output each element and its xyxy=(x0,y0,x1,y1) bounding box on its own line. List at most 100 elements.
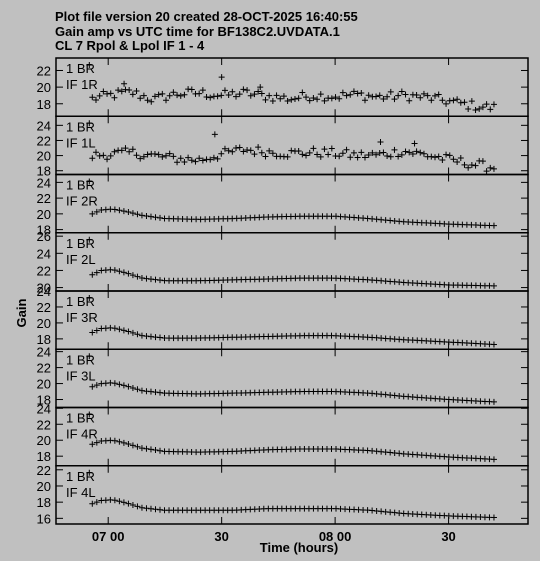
data-point xyxy=(111,94,118,101)
data-point xyxy=(310,145,317,152)
data-point xyxy=(133,88,140,95)
data-point xyxy=(118,88,125,95)
data-point xyxy=(328,95,335,102)
data-point xyxy=(137,95,144,102)
data-point xyxy=(86,120,93,127)
data-point xyxy=(151,93,158,100)
panel-if-label: IF 4R xyxy=(66,427,98,442)
panel-if-label: IF 1L xyxy=(66,135,96,150)
data-point xyxy=(125,209,132,216)
data-point xyxy=(343,92,350,99)
data-point xyxy=(134,443,141,450)
data-point xyxy=(181,158,188,165)
data-point xyxy=(163,152,170,159)
data-point xyxy=(129,384,136,391)
data-point xyxy=(314,151,321,158)
data-point xyxy=(107,90,114,97)
data-point xyxy=(446,152,453,159)
data-point xyxy=(413,148,420,155)
y-tick-label: 20 xyxy=(37,377,51,392)
y-tick-label: 24 xyxy=(37,345,51,360)
data-point xyxy=(89,441,96,448)
data-point xyxy=(339,150,346,157)
data-point xyxy=(211,131,218,138)
panel-if-label: IF 1R xyxy=(66,77,98,92)
data-point xyxy=(89,155,96,162)
data-point xyxy=(143,445,150,452)
data-point xyxy=(428,153,435,160)
data-point xyxy=(350,149,357,156)
data-point xyxy=(432,154,439,161)
panel-baseline-label: 1 BR xyxy=(66,236,95,251)
data-point xyxy=(361,97,368,104)
y-tick-label: 22 xyxy=(37,463,51,478)
data-point xyxy=(129,501,136,508)
data-point xyxy=(111,148,118,155)
x-tick-label: 08 00 xyxy=(319,529,352,544)
data-point xyxy=(339,89,346,96)
data-point xyxy=(350,88,357,95)
y-tick-label: 24 xyxy=(37,175,51,190)
data-point xyxy=(247,147,254,154)
data-point xyxy=(321,146,328,153)
data-point xyxy=(317,153,324,160)
data-point xyxy=(188,86,195,93)
data-point xyxy=(218,74,225,81)
data-point xyxy=(420,150,427,157)
data-point xyxy=(413,91,420,98)
data-point xyxy=(159,90,166,97)
data-point xyxy=(361,154,368,161)
panel-frame xyxy=(55,465,529,525)
y-tick-label: 22 xyxy=(37,300,51,315)
data-point xyxy=(347,91,354,98)
data-point xyxy=(229,88,236,95)
panel-if-label: IF 3L xyxy=(66,368,96,383)
data-point xyxy=(490,165,497,172)
data-point xyxy=(147,446,154,453)
data-point xyxy=(450,156,457,163)
data-point xyxy=(291,96,298,102)
data-point xyxy=(468,161,475,168)
data-point xyxy=(387,153,394,160)
data-point xyxy=(196,155,203,162)
y-tick-label: 18 xyxy=(37,495,51,510)
x-tick-label: 07 00 xyxy=(92,529,125,544)
data-point xyxy=(116,326,123,333)
data-point xyxy=(247,92,254,99)
data-point xyxy=(129,272,136,279)
data-point xyxy=(402,91,409,98)
data-point xyxy=(387,88,394,95)
data-point xyxy=(137,155,144,162)
data-point xyxy=(244,87,251,94)
panel-if-label: IF 2R xyxy=(66,194,98,209)
data-point xyxy=(185,154,192,161)
header-line-3: CL 7 Rpol & Lpol IF 1 - 4 xyxy=(55,38,205,53)
data-point xyxy=(225,92,232,99)
data-point xyxy=(221,87,228,94)
data-point xyxy=(157,214,164,221)
data-point xyxy=(406,97,413,104)
data-point xyxy=(159,153,166,160)
data-point xyxy=(280,93,287,100)
data-point xyxy=(147,276,154,283)
data-point xyxy=(376,92,383,99)
y-tick-label: 22 xyxy=(37,263,51,278)
data-point xyxy=(93,439,100,446)
data-point xyxy=(138,275,145,282)
data-point xyxy=(365,151,372,158)
data-point xyxy=(432,92,439,99)
data-point xyxy=(120,208,127,215)
data-point xyxy=(380,149,387,156)
data-point xyxy=(125,328,132,335)
data-point xyxy=(365,92,372,99)
data-point xyxy=(207,156,214,163)
y-tick-label: 24 xyxy=(37,401,51,416)
data-point xyxy=(457,155,464,162)
header-line-2: Gain amp vs UTC time for BF138C2.UVDATA.… xyxy=(55,24,340,39)
panel-baseline-label: 1 BR xyxy=(66,119,95,134)
data-point xyxy=(111,325,118,332)
panel-if-label: IF 3R xyxy=(66,310,98,325)
data-point xyxy=(181,91,188,98)
data-point xyxy=(86,411,93,418)
